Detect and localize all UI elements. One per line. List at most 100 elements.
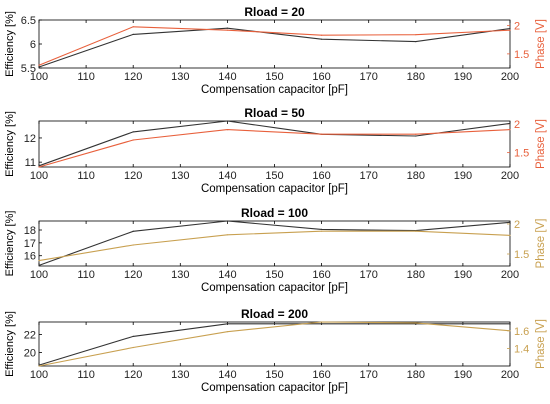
data-point-efficiency xyxy=(226,27,228,29)
x-tick-label: 100 xyxy=(30,269,48,281)
data-point-phase xyxy=(132,26,134,28)
data-point-efficiency xyxy=(509,122,511,125)
series-line-phase xyxy=(38,129,511,168)
series-line-efficiency xyxy=(38,120,511,167)
chart-panel-1: Rload = 20 100 110 120 130 140 150 160 170 180 190… xyxy=(4,5,547,96)
x-tick-label: 180 xyxy=(407,369,425,381)
data-point-phase xyxy=(226,129,228,131)
y-left-axis-label: Efficiency [%] xyxy=(4,111,16,177)
data-point-efficiency xyxy=(321,323,323,325)
x-tick-label: 140 xyxy=(218,269,236,281)
x-tick-label: 200 xyxy=(501,269,519,281)
y-left-tick-label: 17 xyxy=(24,238,36,250)
data-point-efficiency xyxy=(132,33,134,36)
y-left-axis-label: Efficiency [%] xyxy=(4,11,16,77)
x-axis-label: Compensation capacitor [pF] xyxy=(201,382,348,394)
data-point-phase xyxy=(415,34,417,36)
x-tick-label: 200 xyxy=(501,71,519,83)
x-tick-label: 190 xyxy=(454,369,472,381)
data-point-phase xyxy=(321,321,323,323)
x-tick-label: 180 xyxy=(407,269,425,281)
data-point-phase xyxy=(38,365,40,367)
series-line-efficiency xyxy=(38,323,510,366)
y-right-tick-label: 2 xyxy=(514,119,520,131)
x-tick-label: 150 xyxy=(265,170,283,182)
x-tick-label: 150 xyxy=(265,269,283,281)
data-point-phase xyxy=(509,129,511,131)
data-point-phase xyxy=(226,331,228,333)
series-line-phase xyxy=(38,321,511,367)
x-tick-label: 130 xyxy=(171,369,189,381)
y-left-tick-label: 6.5 xyxy=(21,15,36,27)
x-tick-label: 120 xyxy=(124,170,142,182)
x-tick-label: 160 xyxy=(312,170,330,182)
y-right-tick-label: 1.6 xyxy=(514,326,529,338)
x-tick-label: 190 xyxy=(454,71,472,83)
x-tick-label: 140 xyxy=(218,170,236,182)
y-left-tick-label: 16 xyxy=(24,251,36,263)
data-point-efficiency xyxy=(226,220,228,222)
chart-panel-3: Rload = 100 100 110 120 130 140 150 160 170 180 19… xyxy=(4,206,547,294)
x-tick-label: 110 xyxy=(77,170,95,182)
x-tick-label: 100 xyxy=(30,369,48,381)
series-line-efficiency xyxy=(38,27,511,68)
y-right-axis-label: Phase [V] xyxy=(535,119,547,169)
series-line-efficiency xyxy=(38,220,511,266)
y-left-tick-label: 18 xyxy=(24,225,36,237)
data-point-phase xyxy=(321,34,323,36)
data-point-phase xyxy=(509,330,511,332)
y-right-tick-label: 1.5 xyxy=(514,249,529,261)
data-point-efficiency xyxy=(321,38,323,40)
data-point-efficiency xyxy=(509,28,511,30)
data-point-phase xyxy=(509,234,511,236)
data-point-efficiency xyxy=(415,323,417,325)
y-left-tick-label: 6 xyxy=(30,39,36,51)
data-point-phase xyxy=(415,322,417,324)
chart-title: Rload = 50 xyxy=(244,106,305,120)
x-tick-label: 200 xyxy=(501,369,519,381)
series-line-phase xyxy=(38,230,511,262)
x-tick-label: 180 xyxy=(407,71,425,83)
x-tick-label: 120 xyxy=(124,269,142,281)
data-point-phase xyxy=(132,139,134,141)
data-point-phase xyxy=(226,29,228,31)
y-left-tick-label: 11 xyxy=(25,157,36,169)
chart-title: Rload = 100 xyxy=(241,206,308,220)
x-tick-label: 140 xyxy=(218,71,236,83)
data-point-efficiency xyxy=(38,66,40,68)
y-right-tick-label: 1.5 xyxy=(514,148,529,160)
data-point-efficiency xyxy=(132,230,134,232)
y-right-axis-label: Phase [V] xyxy=(535,19,547,69)
data-point-efficiency xyxy=(321,228,323,230)
data-point-efficiency xyxy=(38,165,40,167)
chart-title: Rload = 20 xyxy=(244,5,305,19)
data-point-phase xyxy=(415,133,417,135)
data-point-efficiency xyxy=(132,335,134,337)
x-tick-label: 140 xyxy=(218,369,236,381)
data-point-efficiency xyxy=(415,135,417,137)
data-point-phase xyxy=(38,64,40,66)
y-left-axis-label: Efficiency [%] xyxy=(4,311,16,377)
y-left-tick-label: 5.5 xyxy=(21,63,36,75)
y-right-tick-label: 1.4 xyxy=(514,343,529,355)
data-point-phase xyxy=(132,346,134,349)
series-line-phase xyxy=(38,26,511,66)
y-right-tick-label: 2 xyxy=(514,21,520,33)
data-point-phase xyxy=(226,234,228,236)
data-point-efficiency xyxy=(415,41,417,43)
x-tick-label: 130 xyxy=(171,170,189,182)
x-tick-label: 120 xyxy=(124,369,142,381)
x-tick-label: 160 xyxy=(312,269,330,281)
plot-frame xyxy=(38,19,511,69)
data-point-phase xyxy=(321,133,323,135)
x-tick-label: 190 xyxy=(454,170,472,182)
x-tick-label: 170 xyxy=(360,71,378,83)
x-tick-label: 100 xyxy=(30,71,48,83)
x-tick-label: 160 xyxy=(312,71,330,83)
data-point-efficiency xyxy=(226,323,228,325)
x-tick-label: 110 xyxy=(77,71,95,83)
x-tick-label: 170 xyxy=(360,269,378,281)
y-right-tick-label: 1.5 xyxy=(514,49,529,61)
x-tick-label: 110 xyxy=(77,369,95,381)
x-axis-label: Compensation capacitor [pF] xyxy=(201,183,348,195)
